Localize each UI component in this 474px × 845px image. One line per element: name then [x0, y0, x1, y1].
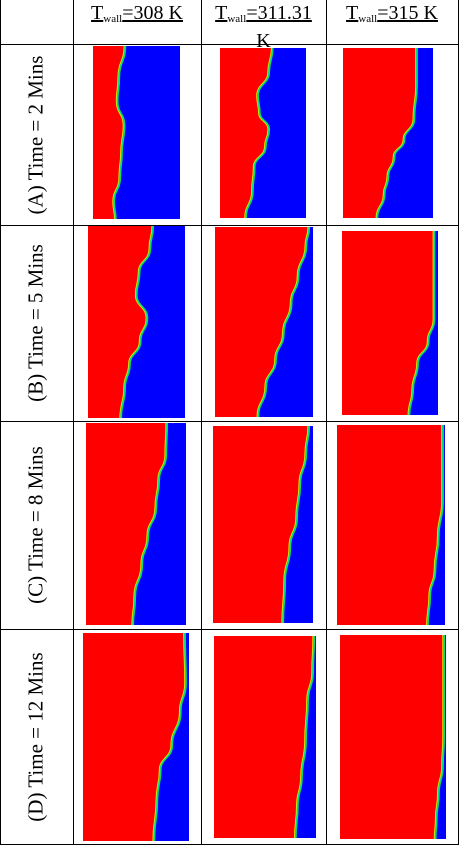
- phase-interface: [257, 227, 311, 417]
- phase-interface: [408, 231, 436, 415]
- solid-region: [340, 635, 444, 839]
- phase-interface-edge: [281, 426, 309, 623]
- solid-region: [214, 636, 314, 838]
- phase-interface: [294, 636, 316, 838]
- phase-interface-edge: [152, 633, 185, 841]
- phase-interface-edge: [426, 425, 442, 625]
- phase-interface-edge: [293, 636, 314, 838]
- header-value: =308 K: [122, 2, 183, 24]
- solid-region: [342, 231, 435, 415]
- phase-interface-edge: [407, 231, 434, 415]
- phase-field-b-308k: [88, 226, 185, 418]
- phase-field-a-311k: [220, 48, 306, 218]
- header-value-line2: K: [256, 30, 271, 52]
- phase-interface-edge: [256, 227, 309, 417]
- column-header-311k: Twall=311.31 K: [201, 0, 326, 52]
- solid-region: [343, 48, 417, 218]
- row-label-time-5: (B) Time = 5 Mins: [23, 244, 48, 402]
- header-value: =311.31: [246, 2, 312, 24]
- phase-interface: [112, 46, 127, 219]
- phase-interface-edge: [112, 46, 125, 219]
- header-subscript: wall: [103, 13, 123, 25]
- phase-interface: [434, 635, 445, 839]
- row-label-time-2: (A) Time = 2 Mins: [23, 55, 48, 214]
- solid-region: [86, 423, 167, 625]
- phase-interface: [281, 426, 311, 623]
- solid-region: [215, 227, 310, 417]
- phase-field-b-315k: [342, 231, 438, 415]
- phase-field-b-311k: [215, 227, 313, 417]
- phase-field-c-308k: [86, 423, 186, 625]
- row-label-time-8: (C) Time = 8 Mins: [23, 446, 48, 604]
- header-subscript: wall: [227, 13, 247, 25]
- phase-interface: [244, 48, 274, 218]
- solid-region: [337, 425, 443, 625]
- phase-field-d-308k: [83, 633, 189, 841]
- phase-interface: [119, 226, 155, 418]
- phase-interface-edge: [433, 635, 444, 839]
- phase-interface-edge: [131, 423, 167, 625]
- phase-interface: [376, 48, 418, 218]
- phase-interface: [152, 633, 187, 841]
- phase-interface-edge: [244, 48, 272, 218]
- header-prefix: T: [215, 2, 228, 24]
- solid-region: [83, 633, 186, 841]
- phase-interface: [131, 423, 169, 625]
- phase-field-c-311k: [213, 426, 313, 623]
- header-value: =315 K: [377, 2, 438, 24]
- header-prefix: T: [91, 2, 104, 24]
- solid-region: [88, 226, 153, 418]
- phase-interface: [426, 425, 444, 625]
- row-label-time-12: (D) Time = 12 Mins: [23, 652, 48, 822]
- phase-field-d-311k: [214, 636, 316, 838]
- phase-interface-edge: [375, 48, 416, 218]
- column-header-308k: Twall=308 K: [73, 0, 201, 44]
- phase-field-c-315k: [337, 425, 445, 625]
- header-prefix: T: [346, 2, 359, 24]
- phase-field-d-315k: [340, 635, 446, 839]
- header-subscript: wall: [358, 13, 378, 25]
- solid-region: [220, 48, 273, 218]
- phase-field-a-308k: [93, 46, 180, 219]
- phase-field-a-315k: [343, 48, 433, 218]
- phase-interface-edge: [119, 226, 153, 418]
- column-header-315k: Twall=315 K: [326, 0, 458, 44]
